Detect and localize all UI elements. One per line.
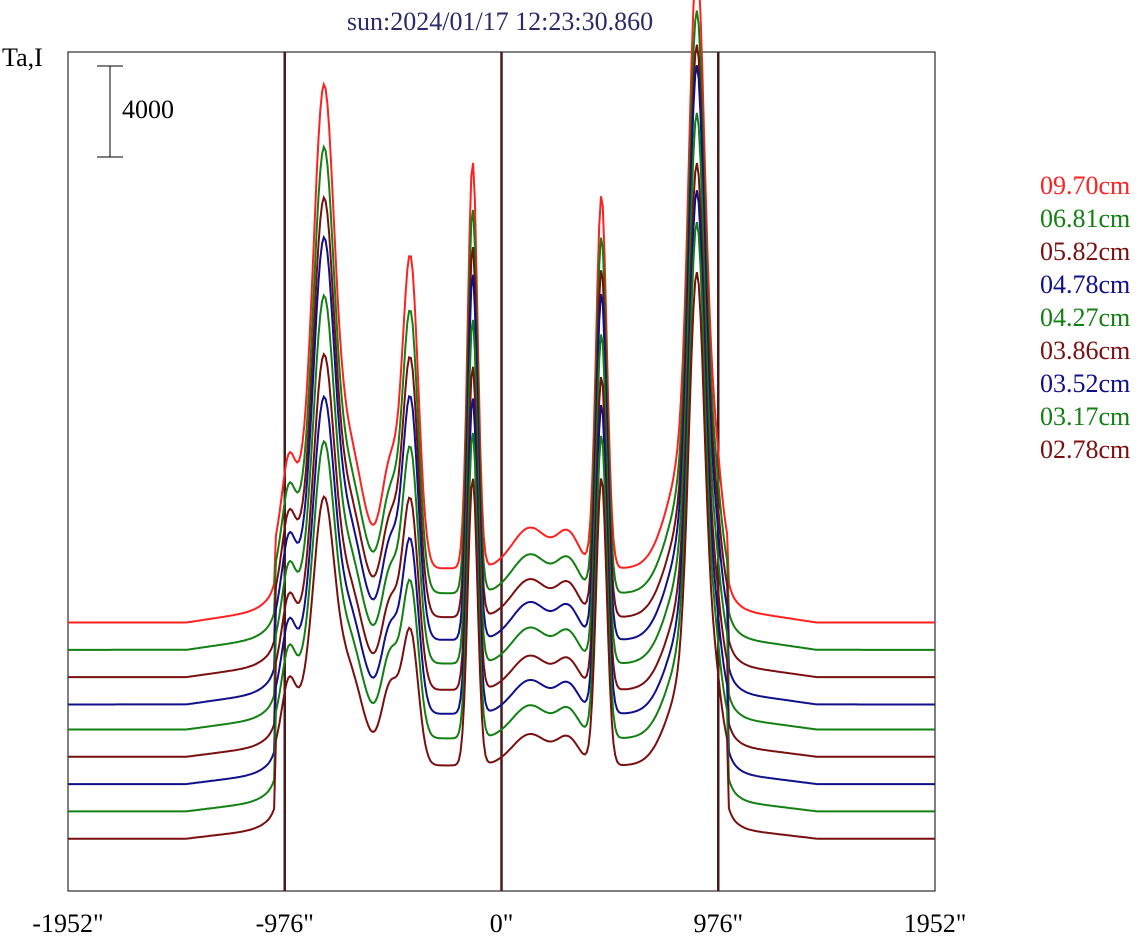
series-line-04.27cm xyxy=(68,112,935,731)
series-line-03.86cm xyxy=(68,162,935,758)
series-line-03.17cm xyxy=(68,221,935,813)
series-line-06.81cm xyxy=(68,10,935,651)
scale-bar-label: 4000 xyxy=(122,95,174,124)
series-line-02.78cm xyxy=(68,272,935,840)
legend-entry: 09.70cm xyxy=(1040,171,1130,200)
x-tick-label: 1952" xyxy=(904,909,967,938)
x-tick-label: -976" xyxy=(256,909,314,938)
x-tick-label: -1952" xyxy=(32,909,103,938)
legend-entry: 04.27cm xyxy=(1040,303,1130,332)
legend: 09.70cm 06.81cm 05.82cm 04.78cm 04.27cm 03.86… xyxy=(1040,171,1130,464)
x-tick-label: 976" xyxy=(693,909,743,938)
legend-entry: 03.86cm xyxy=(1040,336,1130,365)
series-line-09.70cm xyxy=(68,0,935,624)
series-line-04.78cm xyxy=(68,65,935,706)
legend-entry: 04.78cm xyxy=(1040,270,1130,299)
scale-bar: 4000 xyxy=(97,65,174,158)
series-line-03.52cm xyxy=(68,190,935,786)
y-axis-label: Ta,I xyxy=(2,43,43,72)
legend-entry: 03.17cm xyxy=(1040,402,1130,431)
x-tick-labels: -1952" -976" 0" 976" 1952" xyxy=(32,909,966,938)
legend-entry: 02.78cm xyxy=(1040,435,1130,464)
chart-title: sun:2024/01/17 12:23:30.860 xyxy=(347,7,653,36)
legend-entry: 06.81cm xyxy=(1040,204,1130,233)
limb-markers xyxy=(283,52,720,891)
x-tick-label: 0" xyxy=(490,909,514,938)
series-layer xyxy=(68,0,935,840)
series-line-05.82cm xyxy=(68,44,935,679)
legend-entry: 05.82cm xyxy=(1040,237,1130,266)
legend-entry: 03.52cm xyxy=(1040,369,1130,398)
